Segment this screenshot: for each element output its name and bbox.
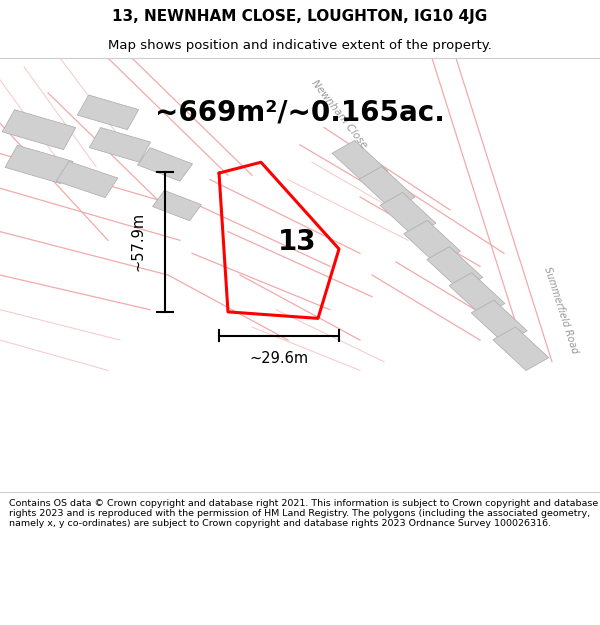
Bar <box>56 161 118 198</box>
Text: Summerfield Road: Summerfield Road <box>542 265 580 354</box>
Bar <box>89 127 151 162</box>
Text: ~669m²/~0.165ac.: ~669m²/~0.165ac. <box>155 98 445 126</box>
Text: Map shows position and indicative extent of the property.: Map shows position and indicative extent… <box>108 39 492 52</box>
Bar <box>493 327 549 371</box>
Bar <box>427 247 483 290</box>
Text: Contains OS data © Crown copyright and database right 2021. This information is : Contains OS data © Crown copyright and d… <box>9 499 598 528</box>
Bar <box>77 95 139 130</box>
Bar <box>5 145 73 184</box>
Bar <box>471 300 527 344</box>
Bar <box>137 148 193 181</box>
Bar <box>359 166 415 210</box>
Bar <box>2 110 76 150</box>
Text: ~57.9m: ~57.9m <box>131 213 146 271</box>
Bar <box>404 221 460 264</box>
Text: Newnham Close: Newnham Close <box>309 78 369 151</box>
Text: 13: 13 <box>278 229 316 256</box>
Text: 13, NEWNHAM CLOSE, LOUGHTON, IG10 4JG: 13, NEWNHAM CLOSE, LOUGHTON, IG10 4JG <box>112 9 488 24</box>
Bar <box>380 192 436 236</box>
Text: ~29.6m: ~29.6m <box>250 351 308 366</box>
Bar <box>449 272 505 316</box>
Bar <box>152 191 202 221</box>
Bar <box>332 141 388 184</box>
